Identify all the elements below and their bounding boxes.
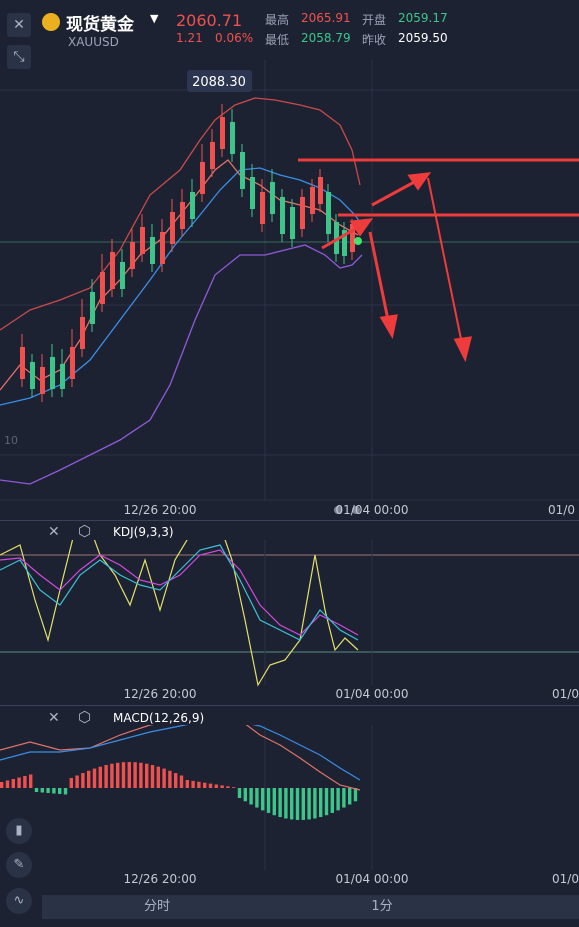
kdj-title: KDJ(9,3,3) bbox=[113, 525, 174, 539]
price-change-pct: 0.06% bbox=[215, 31, 254, 45]
kdj-k-line bbox=[0, 544, 359, 641]
tab-1min[interactable]: 1分 bbox=[371, 899, 393, 914]
indicator-button[interactable]: ∿ bbox=[6, 888, 32, 914]
bollinger-upper bbox=[0, 97, 361, 331]
current-price: 2060.71 bbox=[176, 11, 243, 30]
candlestick-icon: ▮ bbox=[15, 823, 23, 838]
chevron-down-icon: ▼ bbox=[150, 12, 159, 25]
chart-type-button[interactable]: ▮ bbox=[6, 818, 32, 844]
close-chart-button[interactable]: ✕ bbox=[7, 13, 31, 37]
peak-price-label: 2088.30 bbox=[192, 75, 246, 90]
x-axis-label-3: 01/0 bbox=[548, 503, 575, 517]
event-marker-icon bbox=[334, 506, 342, 514]
macd-x-label-3: 01/0 bbox=[552, 872, 579, 886]
prev-close-value: 2059.50 bbox=[398, 31, 448, 45]
x-axis-label-1: 12/26 20:00 bbox=[124, 503, 197, 517]
macd-chart[interactable]: 12/26 20:00 01/04 00:00 01/0 bbox=[0, 725, 579, 895]
high-label: 最高 bbox=[265, 13, 290, 27]
macd-x-label-1: 12/26 20:00 bbox=[124, 872, 197, 886]
open-value: 2059.17 bbox=[398, 11, 448, 25]
kdj-x-label-2: 01/04 00:00 bbox=[336, 687, 409, 701]
macd-title: MACD(12,26,9) bbox=[113, 711, 205, 725]
close-icon: ✕ bbox=[13, 17, 25, 33]
collapse-button[interactable]: ⤡ bbox=[7, 45, 31, 69]
left-edge-label: 10 bbox=[4, 434, 18, 447]
x-axis-label-2: 01/04 00:00 bbox=[336, 503, 409, 517]
kdj-settings-button[interactable]: ⬡ bbox=[78, 522, 91, 540]
collapse-arrows-icon: ⤡ bbox=[13, 49, 25, 65]
macd-x-label-2: 01/04 00:00 bbox=[336, 872, 409, 886]
annotation-lines bbox=[298, 158, 579, 217]
macd-close-button[interactable]: ✕ bbox=[48, 710, 60, 726]
gold-icon bbox=[42, 13, 60, 31]
high-value: 2065.91 bbox=[301, 11, 351, 25]
close-icon: ✕ bbox=[48, 710, 60, 726]
panel-divider bbox=[0, 520, 579, 521]
kdj-chart[interactable]: 12/26 20:00 01/04 00:00 01/0 bbox=[0, 540, 579, 705]
close-icon: ✕ bbox=[48, 524, 60, 540]
price-change: 1.21 bbox=[176, 31, 203, 45]
macd-settings-button[interactable]: ⬡ bbox=[78, 708, 91, 726]
bollinger-lower bbox=[0, 244, 363, 485]
tab-timeshare[interactable]: 分时 bbox=[143, 899, 170, 914]
main-price-chart[interactable]: 2088.30 10 12/26 20:00 01/04 00:00 01/0 bbox=[0, 55, 579, 520]
last-price-glow bbox=[354, 237, 362, 245]
moving-average-line bbox=[0, 159, 359, 391]
low-label: 最低 bbox=[265, 33, 290, 47]
arrow-head bbox=[349, 218, 374, 237]
panel-divider bbox=[0, 705, 579, 706]
macd-dea-line bbox=[0, 725, 361, 781]
grid-lines bbox=[0, 60, 579, 501]
arrow-head bbox=[407, 172, 432, 191]
annotation-arrows bbox=[321, 172, 472, 363]
arrow-head bbox=[379, 314, 398, 340]
low-value: 2058.79 bbox=[301, 31, 351, 45]
draw-tool-button[interactable]: ✎ bbox=[6, 852, 32, 878]
kdj-x-label-1: 12/26 20:00 bbox=[124, 687, 197, 701]
symbol-name: 现货黄金 bbox=[66, 15, 134, 35]
trend-line-icon: ∿ bbox=[13, 893, 25, 908]
pencil-icon: ✎ bbox=[13, 857, 25, 872]
timeframe-tab-bar: 分时 1分 bbox=[42, 895, 579, 919]
hexagon-settings-icon: ⬡ bbox=[78, 708, 92, 726]
candlesticks bbox=[20, 104, 355, 402]
kdj-x-label-3: 01/0 bbox=[552, 687, 579, 701]
prev-close-label: 昨收 bbox=[362, 33, 387, 47]
kdj-d-line bbox=[0, 549, 359, 636]
macd-dif-line bbox=[0, 725, 361, 791]
kdj-j-line bbox=[0, 540, 359, 687]
arrow-head bbox=[453, 336, 472, 363]
kdj-close-button[interactable]: ✕ bbox=[48, 524, 60, 540]
symbol-code: XAUUSD bbox=[68, 35, 119, 49]
open-label: 开盘 bbox=[362, 13, 387, 27]
macd-histogram bbox=[0, 762, 358, 820]
peak-label-box bbox=[187, 70, 252, 92]
hexagon-settings-icon: ⬡ bbox=[78, 522, 92, 540]
event-marker-icon bbox=[352, 506, 360, 514]
